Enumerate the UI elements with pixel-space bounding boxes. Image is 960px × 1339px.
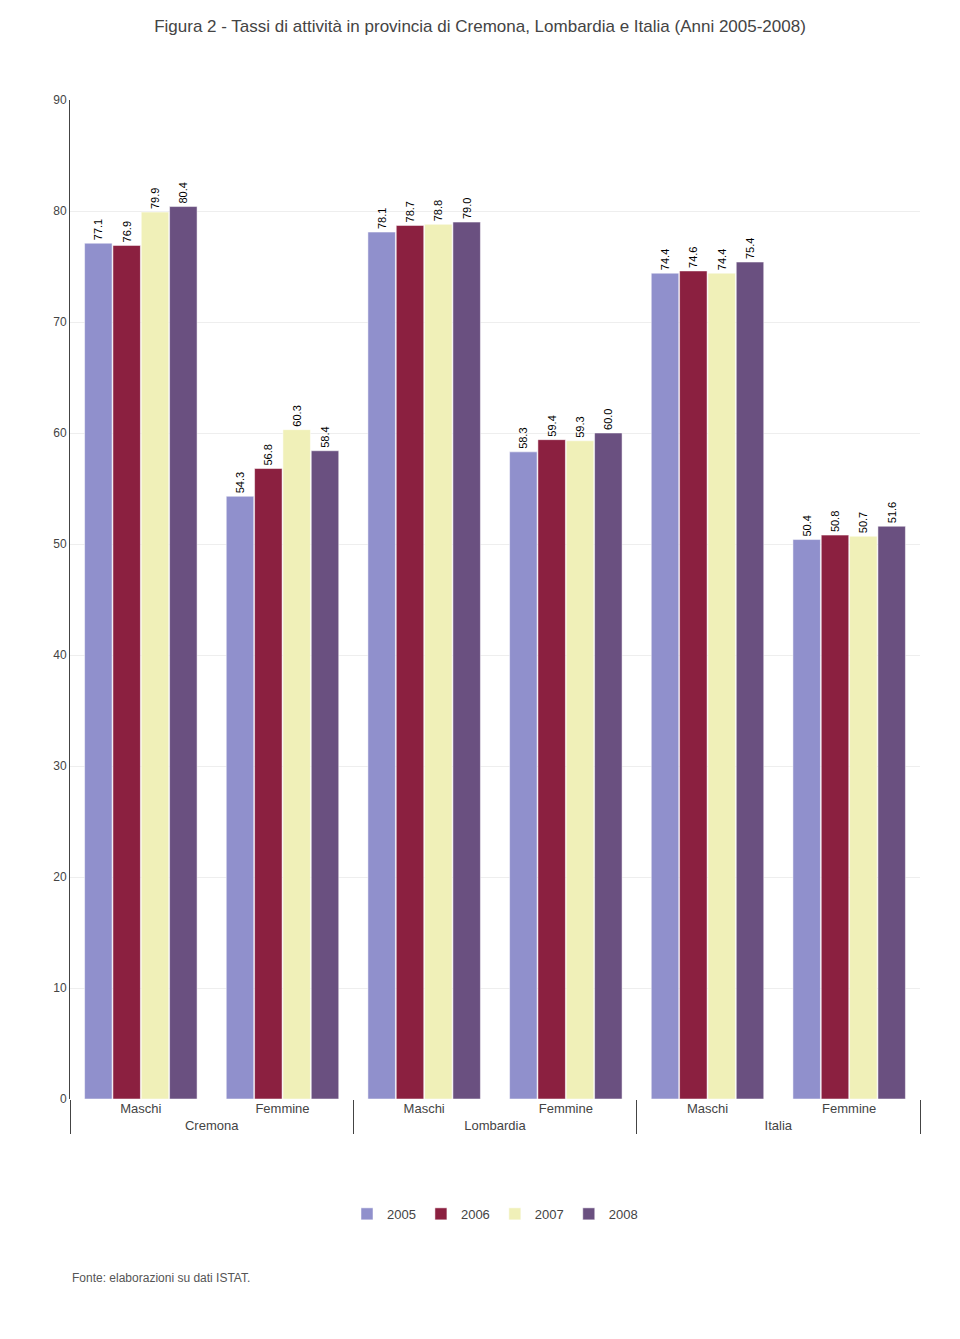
svg-text:Maschi: Maschi [404, 1101, 445, 1116]
svg-text:Figura 2 - Tassi di attività i: Figura 2 - Tassi di attività in provinci… [154, 17, 806, 36]
svg-text:58.4: 58.4 [319, 426, 331, 447]
svg-text:50.7: 50.7 [857, 512, 869, 533]
svg-text:2006: 2006 [461, 1207, 490, 1222]
svg-text:50.8: 50.8 [829, 511, 841, 532]
svg-text:75.4: 75.4 [744, 238, 756, 259]
svg-text:79.9: 79.9 [149, 188, 161, 209]
svg-text:78.7: 78.7 [404, 201, 416, 222]
svg-text:Cremona: Cremona [185, 1118, 239, 1133]
svg-text:Maschi: Maschi [120, 1101, 161, 1116]
svg-text:74.4: 74.4 [716, 249, 728, 270]
svg-text:Femmine: Femmine [255, 1101, 309, 1116]
svg-text:54.3: 54.3 [234, 472, 246, 493]
svg-text:30: 30 [53, 759, 67, 773]
svg-text:2007: 2007 [535, 1207, 564, 1222]
svg-text:Italia: Italia [765, 1118, 793, 1133]
svg-text:40: 40 [53, 648, 67, 662]
svg-text:59.4: 59.4 [546, 415, 558, 436]
svg-text:60.0: 60.0 [602, 409, 614, 430]
svg-text:58.3: 58.3 [517, 427, 529, 448]
svg-text:78.8: 78.8 [432, 200, 444, 221]
svg-text:10: 10 [53, 981, 67, 995]
svg-text:76.9: 76.9 [121, 221, 133, 242]
svg-text:Lombardia: Lombardia [464, 1118, 526, 1133]
svg-text:51.6: 51.6 [886, 502, 898, 523]
svg-text:60: 60 [53, 426, 67, 440]
svg-text:59.3: 59.3 [574, 416, 586, 437]
svg-text:20: 20 [53, 870, 67, 884]
svg-text:90: 90 [53, 93, 67, 107]
svg-text:56.8: 56.8 [262, 444, 274, 465]
svg-text:Femmine: Femmine [539, 1101, 593, 1116]
svg-text:50: 50 [53, 537, 67, 551]
svg-text:Femmine: Femmine [822, 1101, 876, 1116]
svg-text:70: 70 [53, 315, 67, 329]
svg-text:74.4: 74.4 [659, 249, 671, 270]
svg-text:Fonte: elaborazioni su dati IS: Fonte: elaborazioni su dati ISTAT. [72, 1271, 250, 1285]
svg-text:79.0: 79.0 [461, 198, 473, 219]
svg-text:60.3: 60.3 [291, 405, 303, 426]
svg-text:0: 0 [60, 1092, 67, 1106]
svg-text:74.6: 74.6 [687, 247, 699, 268]
svg-text:2008: 2008 [609, 1207, 638, 1222]
svg-text:80: 80 [53, 204, 67, 218]
svg-text:2005: 2005 [387, 1207, 416, 1222]
svg-text:Maschi: Maschi [687, 1101, 728, 1116]
svg-text:50.4: 50.4 [801, 515, 813, 536]
svg-text:80.4: 80.4 [177, 182, 189, 203]
svg-text:78.1: 78.1 [376, 208, 388, 229]
svg-text:77.1: 77.1 [92, 219, 104, 240]
